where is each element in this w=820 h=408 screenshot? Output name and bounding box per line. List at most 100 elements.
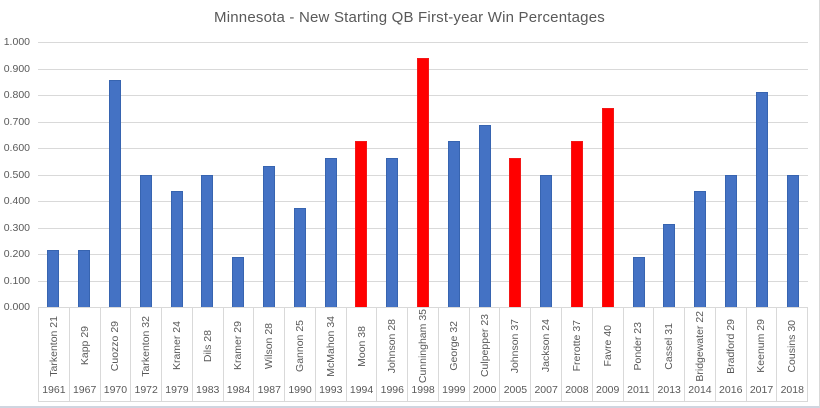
x-axis-labels: Tarkenton 21 1961 Kapp 29 1967 Cuozzo 29 1970… <box>38 307 809 402</box>
qb-name-label: Tarkenton 21 <box>47 315 60 377</box>
year-label: 2009 <box>595 384 620 396</box>
qb-name-wrap: Kramer 24 <box>162 308 192 384</box>
bar-dils-28 <box>201 174 214 307</box>
qb-name-label: Johnson 37 <box>509 318 522 374</box>
year-label: 2014 <box>688 384 712 396</box>
category-cell: George 32 1999 <box>439 308 470 401</box>
category-cell: Cousins 30 2018 <box>777 308 809 401</box>
qb-name-wrap: Tarkenton 32 <box>131 308 161 384</box>
year-label: 2013 <box>657 384 681 396</box>
qb-name-wrap: Wilson 28 <box>254 308 284 384</box>
category-cell: Johnson 37 2005 <box>500 308 532 401</box>
qb-name-label: Dils 28 <box>201 329 214 363</box>
y-axis-labels: 1.000 0.900 0.800 0.700 0.600 0.500 0.400 0.300… <box>0 36 33 313</box>
year-label: 1987 <box>257 384 281 396</box>
bar-kramer-29 <box>232 257 245 307</box>
qb-name-wrap: Cuozzo 29 <box>101 308 131 384</box>
qb-name-label: Bridgewater 22 <box>693 310 706 382</box>
qb-name-wrap: Cunningham 35 <box>408 308 438 384</box>
qb-name-label: Favre 40 <box>601 325 614 367</box>
bar-slot <box>254 165 285 307</box>
category-cell: Ponder 23 2011 <box>624 308 655 401</box>
bar-kramer-24 <box>170 190 183 307</box>
qb-name-wrap: Frerotte 37 <box>562 308 592 384</box>
bar-series <box>38 42 808 307</box>
year-label: 2007 <box>534 384 558 396</box>
bar-cousins-30 <box>786 174 799 307</box>
bar-slot <box>746 91 777 307</box>
bar-johnson-28 <box>386 157 399 307</box>
year-label: 2000 <box>472 384 497 396</box>
y-tick-label: 0.700 <box>3 115 30 128</box>
category-cell: Kramer 29 1984 <box>224 308 255 401</box>
year-label: 1979 <box>165 384 189 396</box>
y-tick-label: 0.900 <box>3 62 30 75</box>
year-label: 2005 <box>503 384 528 396</box>
bar-slot <box>315 157 346 307</box>
bar-bradford-29 <box>724 174 737 307</box>
bar-cassel-31 <box>663 224 676 307</box>
qb-name-label: McMahon 34 <box>324 315 337 377</box>
bar-favre-40 <box>601 108 614 307</box>
category-cell: Favre 40 2009 <box>593 308 624 401</box>
year-label: 2017 <box>749 384 774 396</box>
qb-name-wrap: Jackson 24 <box>531 308 561 384</box>
qb-name-label: Keenum 29 <box>755 319 768 373</box>
year-label: 2011 <box>627 384 650 396</box>
qb-name-wrap: Kapp 29 <box>70 308 100 384</box>
category-cell: Tarkenton 21 1961 <box>38 308 70 401</box>
year-label: 1999 <box>442 384 466 396</box>
qb-name-label: Cousins 30 <box>786 319 799 373</box>
year-label: 1994 <box>349 384 374 396</box>
qb-name-wrap: Kramer 29 <box>224 308 254 384</box>
bar-tarkenton-21 <box>47 250 60 307</box>
category-cell: Jackson 24 2007 <box>531 308 563 401</box>
category-cell: Cuozzo 29 1970 <box>101 308 132 401</box>
plot-area <box>38 42 808 308</box>
year-label: 1990 <box>288 384 312 396</box>
bar-slot <box>654 224 685 307</box>
bar-gannon-25 <box>293 207 306 307</box>
bar-mcmahon-34 <box>324 157 337 307</box>
bar-keenum-29 <box>755 91 768 307</box>
qb-name-wrap: Cassel 31 <box>654 308 684 384</box>
bar-cunningham-35 <box>416 58 429 307</box>
year-label: 1970 <box>103 384 128 396</box>
category-cell: Moon 38 1994 <box>347 308 378 401</box>
bar-slot <box>377 157 408 307</box>
qb-name-label: Cuozzo 29 <box>109 320 122 372</box>
y-tick-label: 0.600 <box>3 142 30 154</box>
bar-slot <box>284 207 315 307</box>
y-tick-label: 0.500 <box>3 168 30 181</box>
bar-jackson-24 <box>540 174 553 307</box>
y-tick-label: 0.000 <box>3 301 30 313</box>
qb-name-label: Kramer 29 <box>232 321 245 371</box>
bar-kapp-29 <box>78 250 91 307</box>
category-cell: Bradford 29 2016 <box>716 308 747 401</box>
year-label: 1967 <box>72 384 97 396</box>
category-cell: Keenum 29 2017 <box>747 308 778 401</box>
year-label: 2008 <box>565 384 589 396</box>
qb-name-label: Wilson 28 <box>263 322 276 370</box>
qb-name-label: Gannon 25 <box>294 320 306 372</box>
bar-moon-38 <box>355 141 368 307</box>
category-cell: Culpepper 23 2000 <box>470 308 501 401</box>
bar-slot <box>223 257 254 307</box>
bar-slot <box>777 174 808 307</box>
category-cell: Cunningham 35 1998 <box>408 308 439 401</box>
qb-name-wrap: Bridgewater 22 <box>685 308 715 384</box>
bar-slot <box>408 58 439 307</box>
qb-name-label: Kapp 29 <box>78 326 91 366</box>
qb-name-label: Cunningham 35 <box>417 308 430 384</box>
year-label: 1972 <box>134 384 158 396</box>
year-label: 1996 <box>380 384 404 396</box>
bar-wilson-28 <box>262 165 275 307</box>
qb-name-label: Ponder 23 <box>632 321 645 371</box>
category-cell: Johnson 28 1996 <box>377 308 409 401</box>
qb-name-label: Jackson 24 <box>540 319 553 373</box>
bar-slot <box>130 174 161 307</box>
bar-slot <box>685 190 716 307</box>
y-tick-label: 0.200 <box>3 248 30 260</box>
bar-slot <box>562 141 593 307</box>
